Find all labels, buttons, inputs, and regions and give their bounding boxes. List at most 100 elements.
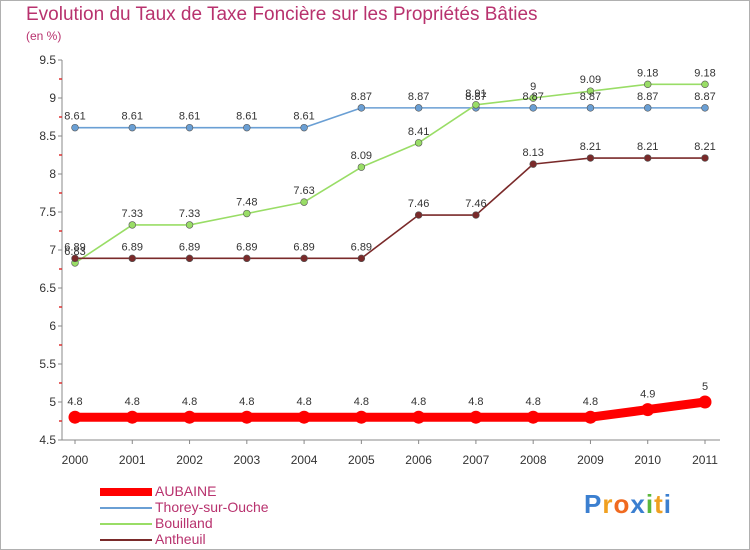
y-tick-label: 6.5 xyxy=(39,281,56,295)
data-label: 8.87 xyxy=(351,91,372,103)
data-label: 8.21 xyxy=(637,141,658,153)
legend-swatch xyxy=(100,539,152,541)
data-label: 4.8 xyxy=(583,396,598,408)
data-point xyxy=(243,254,251,263)
data-point xyxy=(300,123,308,132)
y-tick-label: 9.5 xyxy=(39,53,56,67)
data-point xyxy=(586,154,595,162)
legend-label: Antheuil xyxy=(155,531,206,547)
y-tick-label: 5 xyxy=(49,395,56,409)
y-tick-label: 5.5 xyxy=(39,357,56,371)
data-label: 8.87 xyxy=(408,91,429,103)
data-label: 7.46 xyxy=(465,198,486,210)
data-point xyxy=(297,410,311,424)
legend-label: AUBAINE xyxy=(155,483,217,499)
data-point xyxy=(472,101,480,109)
data-point xyxy=(586,87,595,95)
data-label: 4.8 xyxy=(296,396,311,408)
data-point xyxy=(644,104,652,112)
data-label: 4.8 xyxy=(67,396,82,408)
data-point xyxy=(529,104,537,112)
data-point xyxy=(300,254,308,263)
legend-swatch xyxy=(100,523,152,525)
data-label: 4.8 xyxy=(182,396,197,408)
data-point xyxy=(300,198,308,206)
x-tick-label: 2008 xyxy=(520,453,547,467)
y-tick-label: 7.5 xyxy=(39,205,56,219)
data-label: 9.18 xyxy=(694,67,715,79)
data-point xyxy=(583,410,597,424)
data-point xyxy=(243,209,251,218)
data-label: 4.8 xyxy=(239,396,254,408)
legend-item: Bouilland xyxy=(100,515,320,532)
data-label: 7.63 xyxy=(293,185,314,197)
data-label: 4.8 xyxy=(526,396,541,408)
data-label: 8.87 xyxy=(465,91,486,103)
legend-swatch xyxy=(100,488,152,496)
data-label: 4.9 xyxy=(640,389,655,401)
y-tick-label: 4.5 xyxy=(39,433,56,447)
data-point xyxy=(641,403,655,417)
data-point xyxy=(414,104,423,112)
data-point xyxy=(357,104,366,112)
data-point xyxy=(698,395,712,409)
data-label: 4.8 xyxy=(468,396,483,408)
data-label: 8.61 xyxy=(64,111,85,123)
data-point xyxy=(357,254,366,263)
data-label: 7.48 xyxy=(236,197,257,209)
legend-item: Thorey-sur-Ouche xyxy=(100,499,320,516)
data-label: 9.09 xyxy=(580,74,601,86)
data-point xyxy=(469,410,483,424)
series-layer xyxy=(68,80,712,424)
series-line-0 xyxy=(75,397,706,422)
data-point xyxy=(526,410,540,424)
data-point xyxy=(586,104,595,112)
data-point xyxy=(414,211,423,219)
chart-axes: 4.5 5 5.5 6 6.5 7 7.5 8 8.5 9 9.5 2000 2001 2002 2003 2… xyxy=(39,53,720,467)
x-tick-label: 2003 xyxy=(233,453,260,467)
unit-label: (en %) xyxy=(26,29,62,43)
x-tick-label: 2006 xyxy=(405,453,432,467)
legend-item: Antheuil xyxy=(100,531,320,548)
data-point xyxy=(185,221,194,229)
x-tick-label: 2000 xyxy=(62,453,89,467)
data-point xyxy=(357,163,366,171)
data-labels-layer: 8.61 8.61 8.61 8.61 8.61 8.87 8.87 8.87 8.87 8.87… xyxy=(64,67,715,408)
y-tick-label: 8 xyxy=(49,167,56,181)
y-tick-label: 9 xyxy=(49,91,56,105)
series-line-2 xyxy=(74,83,705,264)
chart-title: Evolution du Taux de Taxe Foncière sur l… xyxy=(26,4,538,25)
data-point xyxy=(701,80,709,89)
data-point xyxy=(243,123,251,132)
legend-item: AUBAINE xyxy=(100,483,320,500)
data-point xyxy=(125,410,139,424)
data-label: 7.46 xyxy=(408,198,429,210)
legend: AUBAINE Thorey-sur-Ouche Bouilland Antheuil xyxy=(100,483,320,548)
data-point xyxy=(71,254,79,263)
data-label: 8.13 xyxy=(522,147,543,159)
data-label: 6.89 xyxy=(122,241,143,253)
data-label: 8.21 xyxy=(580,141,601,153)
data-label: 7.33 xyxy=(122,208,143,220)
data-label: 8.61 xyxy=(122,111,143,123)
line-chart: 4.5 5 5.5 6 6.5 7 7.5 8 8.5 9 9.5 2000 2001 2002 2003 2… xyxy=(39,53,720,467)
data-label: 7.33 xyxy=(179,208,200,220)
data-point xyxy=(529,94,537,102)
data-label: 6.89 xyxy=(236,241,257,253)
data-point xyxy=(472,211,480,219)
data-label: 8.91 xyxy=(465,88,486,100)
data-label: 6.89 xyxy=(179,241,200,253)
x-tick-label: 2007 xyxy=(463,453,490,467)
data-label: 8.61 xyxy=(293,111,314,123)
x-tick-label: 2002 xyxy=(176,453,203,467)
legend-label: Thorey-sur-Ouche xyxy=(155,499,269,515)
data-point xyxy=(183,410,197,424)
x-tick-label: 2005 xyxy=(348,453,375,467)
y-tick-label: 7 xyxy=(49,243,56,257)
data-point xyxy=(701,104,709,112)
x-tick-label: 2001 xyxy=(119,453,146,467)
data-point xyxy=(71,123,79,132)
data-label: 4.8 xyxy=(125,396,140,408)
data-point xyxy=(354,410,368,424)
data-label: 8.61 xyxy=(179,111,200,123)
